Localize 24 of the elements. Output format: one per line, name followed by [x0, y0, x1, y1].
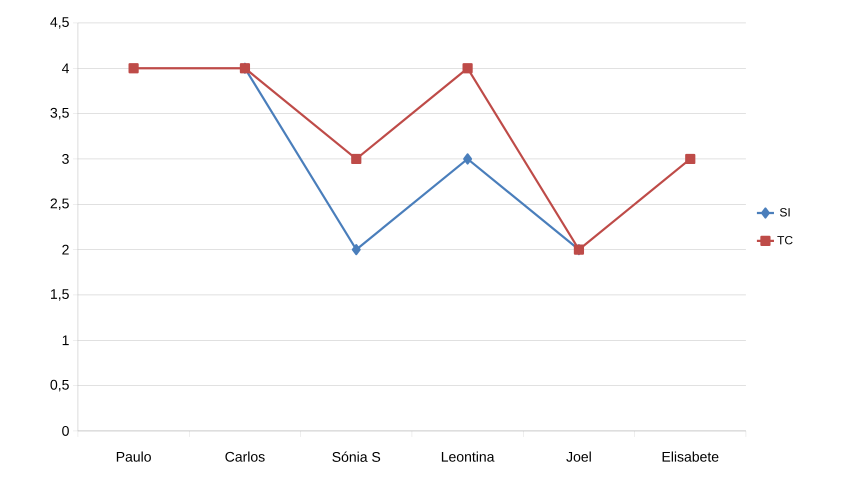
x-tick-label: Paulo — [116, 451, 151, 462]
point — [685, 154, 696, 164]
x-tick-label: Leontina — [442, 451, 494, 462]
y-tick-label: 0,5 — [50, 380, 69, 392]
y-tick-label: 3,5 — [50, 108, 69, 120]
point — [463, 153, 472, 165]
y-tick-label: 4,5 — [50, 17, 69, 29]
y-tick-label: 2 — [62, 244, 69, 254]
y-tick-label: 4 — [62, 63, 69, 74]
y-tick-label: 3 — [62, 154, 69, 164]
legend-label: TC — [777, 236, 793, 244]
point — [128, 63, 139, 74]
y-tick-label: 0 — [62, 426, 69, 436]
y-tick-label: 2,5 — [50, 198, 69, 210]
x-tick-label: Joel — [566, 451, 591, 462]
x-tick-label: Sónia S — [332, 451, 380, 462]
legend-label: SI — [780, 208, 790, 217]
x-tick-label: Elisabete — [662, 451, 718, 462]
point — [352, 244, 361, 256]
point — [462, 63, 473, 74]
x-tick-label: Carlos — [225, 451, 265, 462]
y-tick-label: 1,5 — [51, 289, 69, 301]
point — [351, 154, 362, 164]
y-tick-label: 1 — [62, 335, 69, 346]
